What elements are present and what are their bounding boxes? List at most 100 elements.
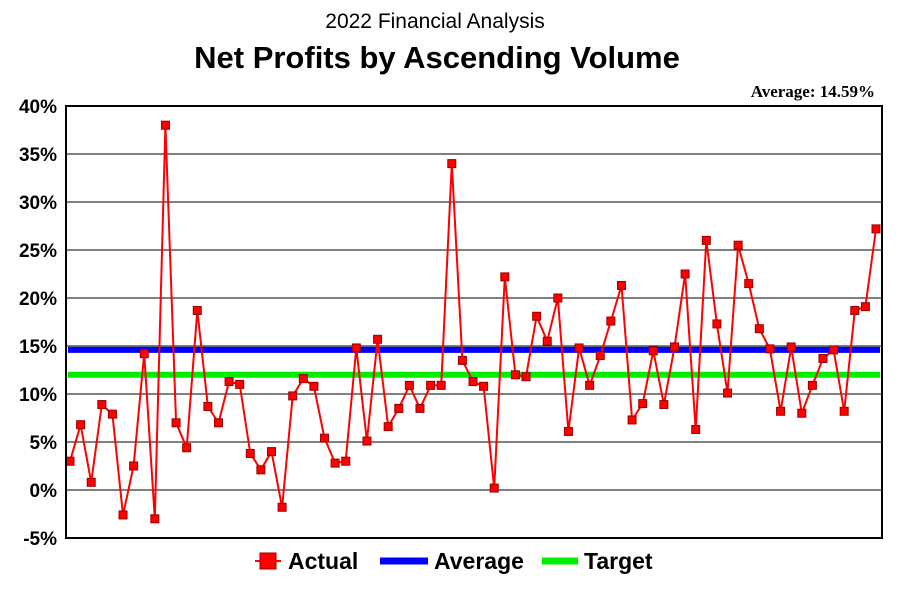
actual-point xyxy=(97,400,107,410)
actual-point xyxy=(203,401,213,411)
actual-point xyxy=(213,418,223,428)
actual-point xyxy=(818,353,828,363)
actual-point xyxy=(235,379,245,389)
actual-point xyxy=(595,351,605,361)
actual-point xyxy=(150,514,160,524)
legend-actual-marker xyxy=(259,552,277,570)
actual-point xyxy=(457,355,467,365)
y-tick-label: 30% xyxy=(19,193,57,214)
y-axis-ticks: 40% 35% 30% 25% 20% 15% 10% 5% 0% -5% xyxy=(19,97,57,550)
actual-point xyxy=(765,344,775,354)
actual-point xyxy=(553,293,563,303)
actual-point xyxy=(224,377,234,387)
actual-point xyxy=(860,302,870,312)
y-tick-label: -5% xyxy=(23,529,57,550)
actual-point xyxy=(182,443,192,453)
actual-point xyxy=(723,388,733,398)
actual-point xyxy=(65,456,75,466)
y-tick-label: 10% xyxy=(19,385,57,406)
y-tick-label: 20% xyxy=(19,289,57,310)
actual-point xyxy=(585,380,595,390)
actual-point xyxy=(871,224,881,234)
actual-point xyxy=(383,422,393,432)
actual-point xyxy=(627,415,637,425)
actual-point xyxy=(415,403,425,413)
actual-point xyxy=(404,380,414,390)
actual-point xyxy=(670,342,679,352)
chart-title: Net Profits by Ascending Volume xyxy=(194,40,680,75)
actual-point xyxy=(829,345,839,355)
actual-point xyxy=(500,272,510,282)
actual-point xyxy=(648,346,658,356)
chart-subtitle: 2022 Financial Analysis xyxy=(325,10,544,33)
actual-point xyxy=(373,334,383,344)
actual-point xyxy=(712,319,722,329)
actual-point xyxy=(107,409,117,419)
actual-point xyxy=(807,380,817,390)
actual-point xyxy=(447,159,457,169)
actual-point xyxy=(129,461,139,471)
actual-point xyxy=(563,426,573,436)
actual-point xyxy=(76,420,86,430)
actual-point xyxy=(532,311,542,321)
actual-point xyxy=(659,400,669,410)
y-tick-label: 35% xyxy=(19,145,57,166)
actual-point xyxy=(139,349,149,359)
actual-point xyxy=(701,235,711,245)
y-tick-label: 15% xyxy=(19,337,57,358)
legend-item-average: Average xyxy=(380,548,524,574)
actual-point xyxy=(786,342,796,352)
actual-point xyxy=(744,279,754,289)
actual-point xyxy=(320,433,330,443)
actual-point xyxy=(638,399,648,409)
actual-point xyxy=(309,381,319,391)
actual-point xyxy=(489,483,499,493)
actual-point xyxy=(351,343,361,353)
y-tick-label: 25% xyxy=(19,241,57,262)
actual-point xyxy=(797,408,807,418)
actual-point xyxy=(606,316,616,326)
actual-point xyxy=(850,305,860,315)
plot-area-frame xyxy=(65,105,883,539)
actual-point xyxy=(171,418,181,428)
actual-point xyxy=(245,449,255,459)
actual-point xyxy=(733,240,743,250)
actual-point xyxy=(574,343,584,353)
legend-target-label: Target xyxy=(584,548,653,574)
legend-average-label: Average xyxy=(434,548,524,574)
average-annotation: Average: 14.59% xyxy=(751,82,875,101)
actual-point xyxy=(341,456,351,466)
actual-point xyxy=(298,374,308,384)
actual-point xyxy=(86,477,96,487)
legend-actual-label: Actual xyxy=(288,548,358,574)
actual-point xyxy=(479,381,489,391)
y-tick-label: 5% xyxy=(30,433,58,454)
actual-point xyxy=(839,406,849,416)
actual-line xyxy=(69,125,877,519)
legend: Actual Average Target xyxy=(255,548,653,574)
actual-point xyxy=(394,403,404,413)
actual-point xyxy=(426,380,436,390)
actual-series xyxy=(65,120,881,524)
actual-point xyxy=(330,458,340,468)
actual-point xyxy=(436,380,446,390)
actual-point xyxy=(754,324,764,334)
actual-point xyxy=(362,436,372,446)
legend-item-actual: Actual xyxy=(255,548,358,574)
actual-point xyxy=(288,391,298,401)
actual-point xyxy=(192,305,202,315)
actual-point xyxy=(521,372,531,382)
actual-point xyxy=(542,336,552,346)
actual-point xyxy=(468,377,478,387)
actual-point xyxy=(680,269,690,279)
actual-point xyxy=(691,425,701,435)
gridlines xyxy=(66,153,882,491)
actual-point xyxy=(616,281,626,291)
actual-point xyxy=(277,502,287,512)
actual-point xyxy=(256,465,266,475)
actual-point xyxy=(776,406,786,416)
y-tick-label: 40% xyxy=(19,97,57,118)
legend-item-target: Target xyxy=(542,548,653,574)
y-tick-label: 0% xyxy=(30,481,58,502)
